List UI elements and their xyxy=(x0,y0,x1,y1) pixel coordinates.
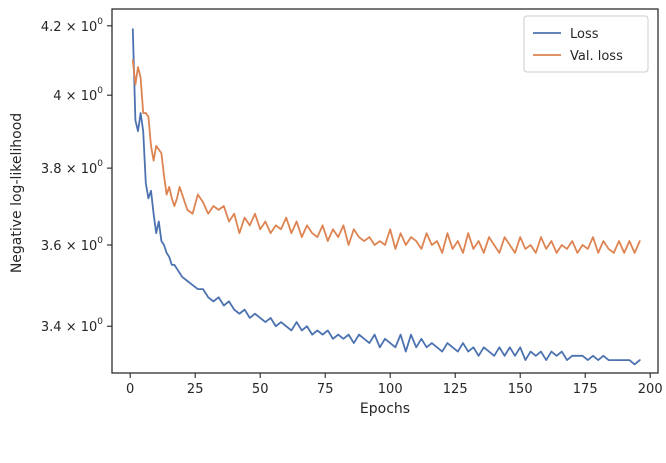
x-tick-label: 150 xyxy=(508,382,533,397)
x-axis-ticks: 0 25 50 75 100 125 150 175 200 xyxy=(126,373,663,397)
plot-area xyxy=(111,8,659,374)
series-line-2 xyxy=(131,59,641,254)
x-tick-label: 175 xyxy=(573,382,598,397)
y-tick-label: 4 × 100 xyxy=(53,86,103,104)
x-tick-label: 50 xyxy=(252,382,269,397)
x-tick-label: 200 xyxy=(638,382,663,397)
axes-frame xyxy=(111,8,659,374)
legend-label-1: Loss xyxy=(570,27,599,42)
x-tick-label: 0 xyxy=(126,382,134,397)
y-tick-label: 4.2 × 100 xyxy=(41,17,103,35)
x-tick-label: 100 xyxy=(378,382,403,397)
x-tick-label: 25 xyxy=(187,382,204,397)
legend-label-2: Val. loss xyxy=(570,49,623,64)
y-axis-ticks: 3.4 × 100 3.6 × 100 3.8 × 100 4 × 100 4.2 × … xyxy=(41,17,112,335)
y-axis-label: Negative log-likelihood xyxy=(9,113,25,273)
series-line-1 xyxy=(131,28,641,366)
y-tick-label: 3.6 × 100 xyxy=(41,236,103,254)
legend-box xyxy=(523,15,649,73)
x-tick-label: 75 xyxy=(317,382,334,397)
x-tick-label: 125 xyxy=(443,382,468,397)
y-tick-label: 3.4 × 100 xyxy=(41,317,103,335)
legend: Loss Val. loss xyxy=(523,15,649,73)
x-axis-label: Epochs xyxy=(360,401,410,417)
y-tick-label: 3.8 × 100 xyxy=(41,159,103,177)
series-layer xyxy=(131,28,641,366)
